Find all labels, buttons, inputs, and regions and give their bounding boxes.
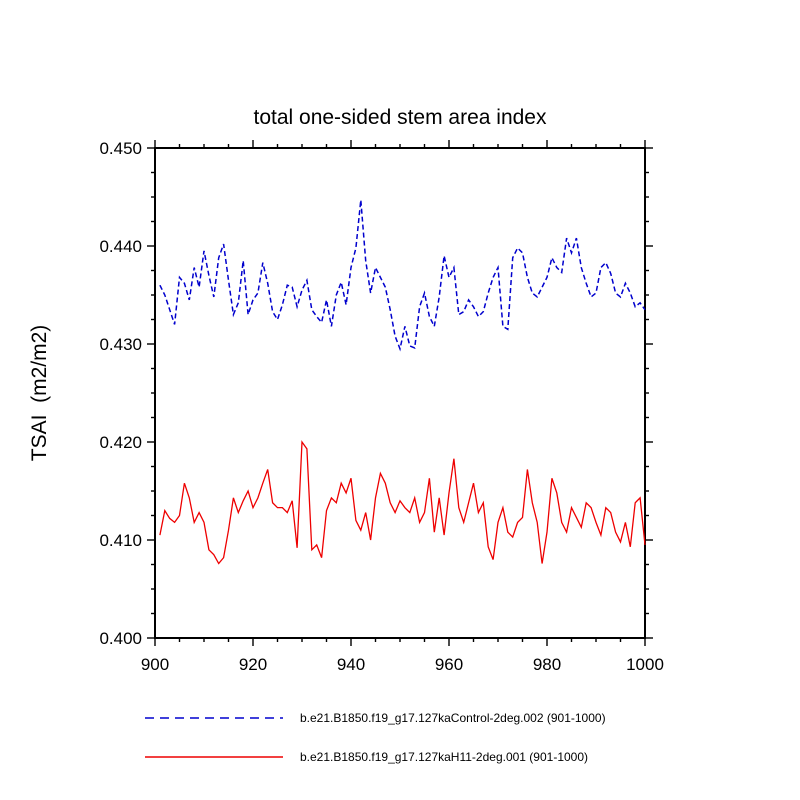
y-tick-label: 0.430 — [99, 335, 142, 354]
plot-area: 900 920 940 960 980 1000 0.400 0.410 0.420 0.430 0… — [99, 139, 663, 674]
axis-tick-labels: 900 920 940 960 980 1000 0.400 0.410 0.420 0.430 0… — [99, 139, 663, 674]
legend-label-0: b.e21.B1850.f19_g17.127kaControl-2deg.00… — [300, 711, 606, 725]
legend: b.e21.B1850.f19_g17.127kaControl-2deg.00… — [145, 711, 606, 764]
axis-ticks — [147, 140, 653, 646]
x-tick-label: 960 — [435, 655, 463, 674]
y-tick-label: 0.440 — [99, 237, 142, 256]
x-tick-label: 900 — [141, 655, 169, 674]
series-line-1 — [159, 440, 646, 565]
chart-title: total one-sided stem area index — [253, 106, 547, 129]
x-tick-label: 1000 — [626, 655, 664, 674]
y-tick-label: 0.400 — [99, 629, 142, 648]
y-axis-label: TSAI (m2/m2) — [28, 325, 51, 462]
plot-frame — [154, 147, 646, 639]
x-tick-label: 980 — [533, 655, 561, 674]
series-line-0 — [159, 199, 646, 352]
y-tick-label: 0.420 — [99, 433, 142, 452]
y-tick-label: 0.450 — [99, 139, 142, 158]
legend-label-1: b.e21.B1850.f19_g17.127kaH11-2deg.001 (9… — [300, 750, 588, 764]
x-tick-label: 920 — [239, 655, 267, 674]
x-tick-label: 940 — [337, 655, 365, 674]
y-tick-label: 0.410 — [99, 531, 142, 550]
